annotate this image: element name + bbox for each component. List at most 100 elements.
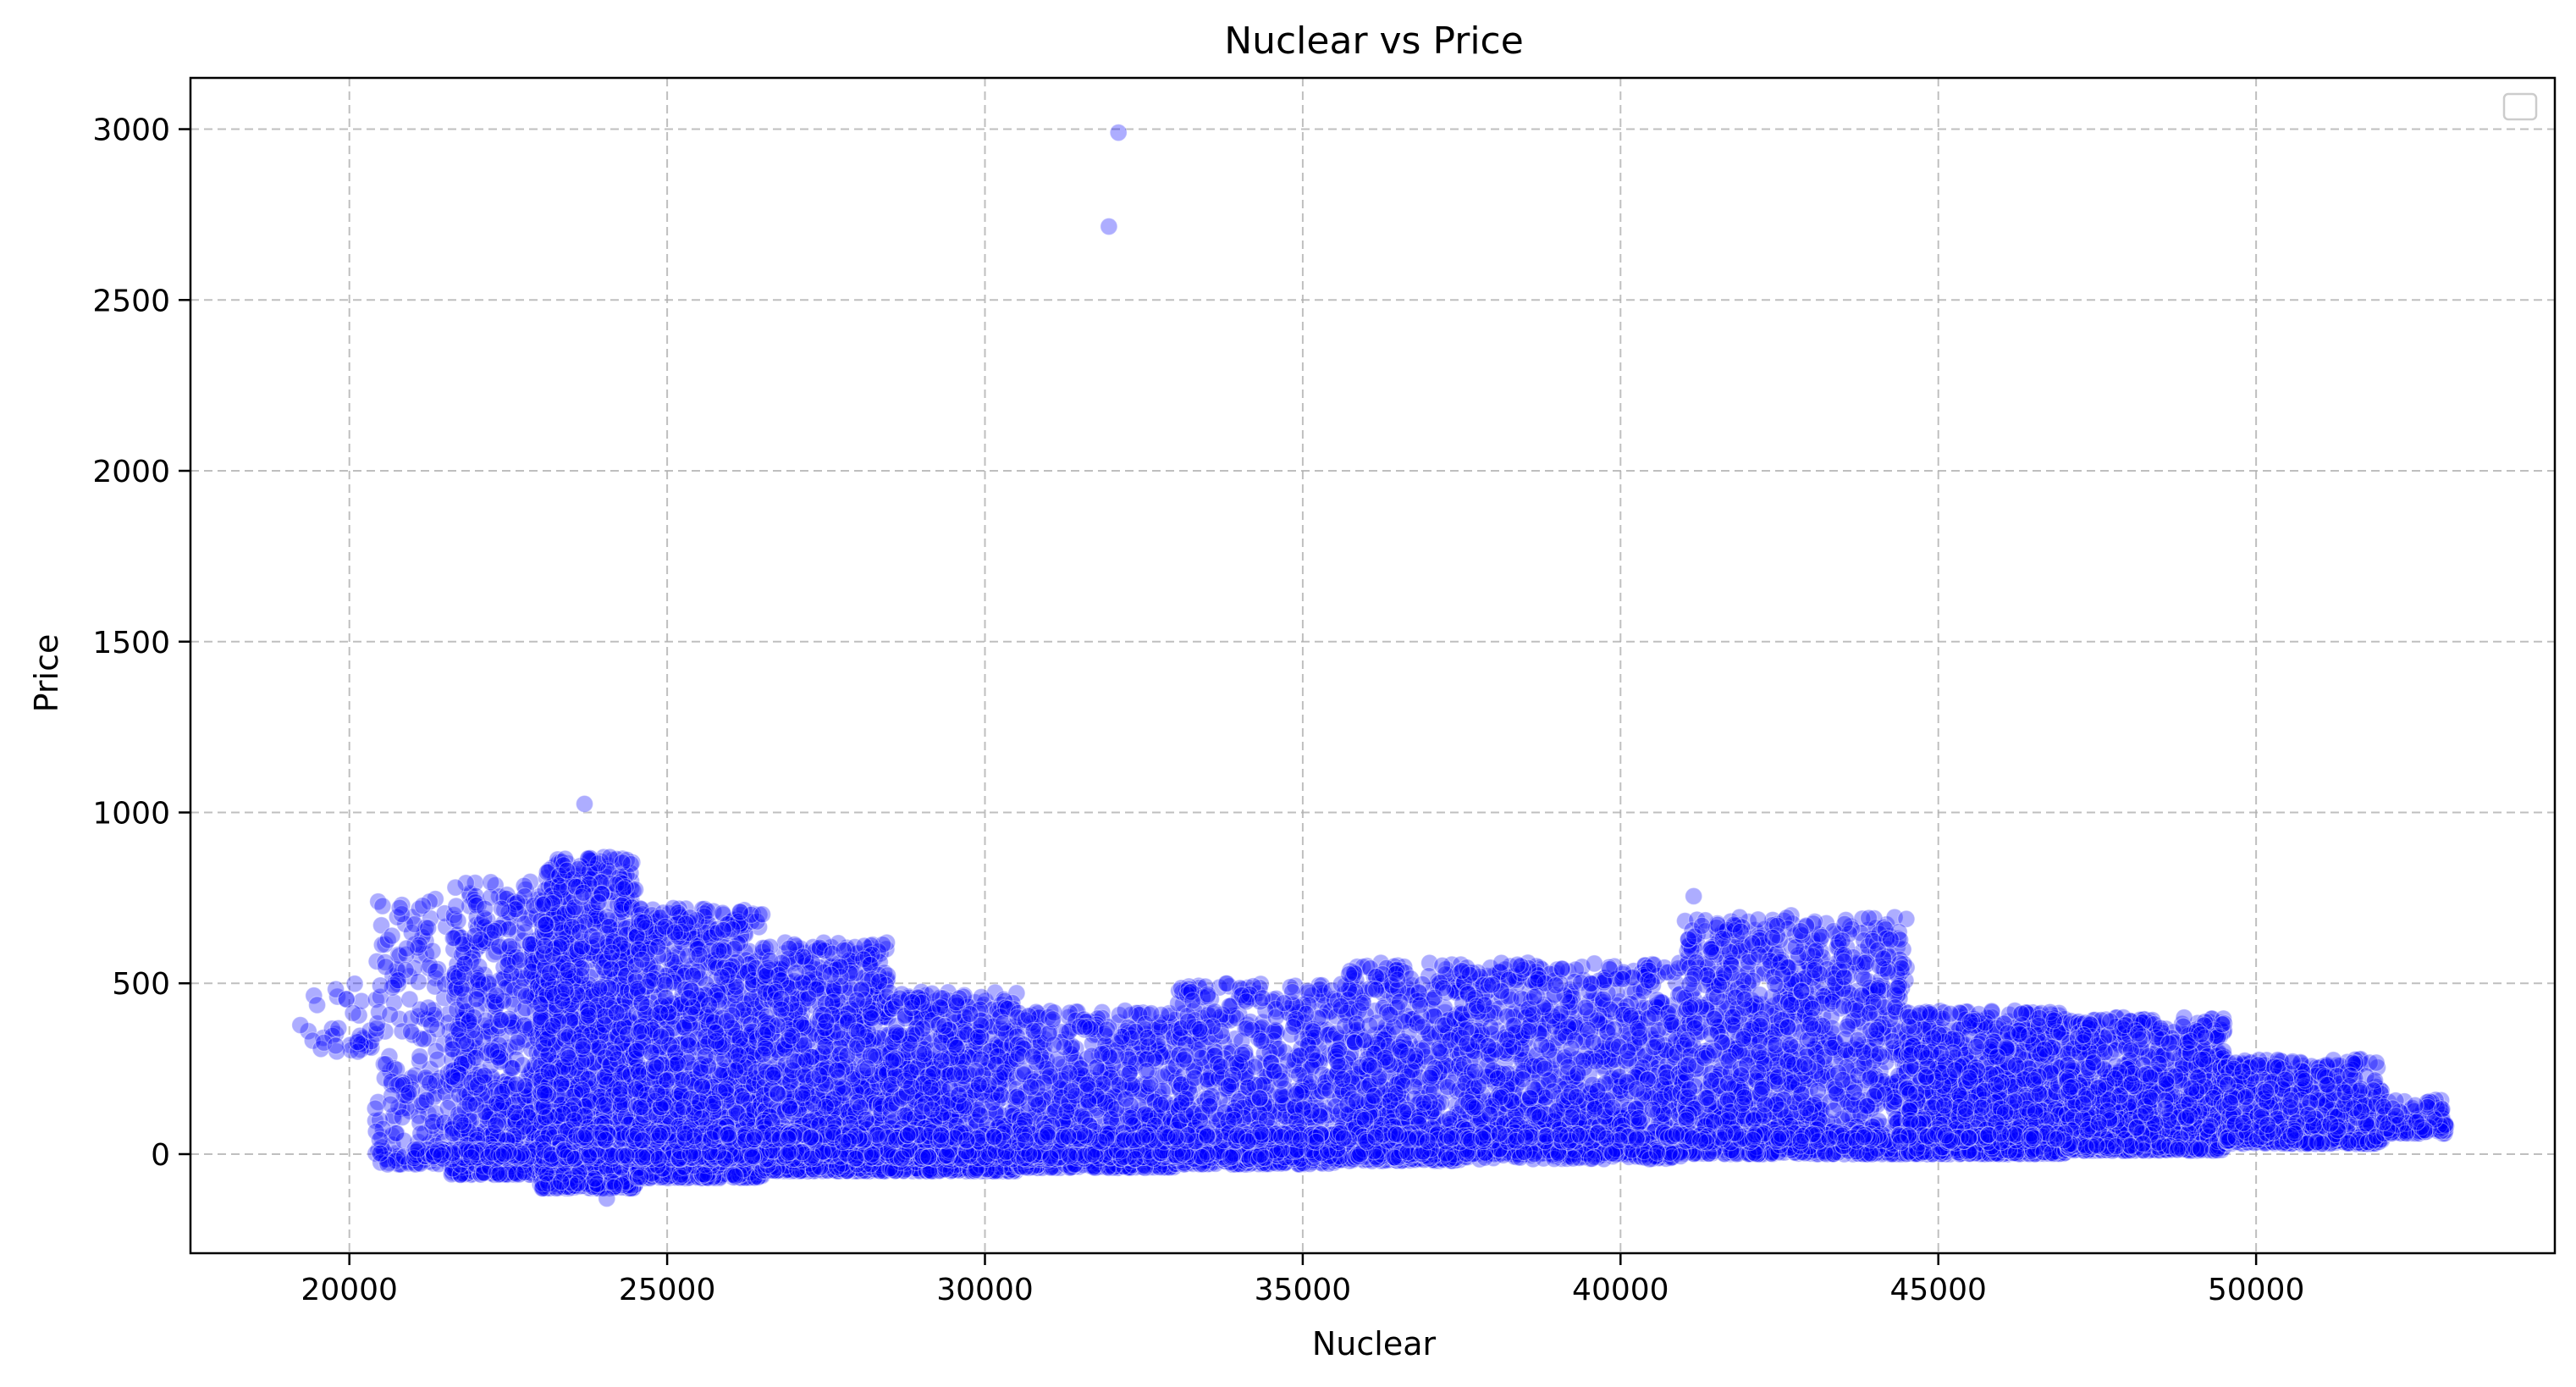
data-point <box>396 915 415 933</box>
data-point <box>373 1119 392 1138</box>
data-point <box>498 1099 516 1118</box>
data-point <box>423 1116 442 1136</box>
data-point <box>847 991 866 1009</box>
data-point <box>416 1150 434 1169</box>
data-point <box>376 953 394 972</box>
data-point <box>417 1083 436 1102</box>
data-point <box>403 908 422 926</box>
data-point <box>435 904 454 923</box>
data-point <box>434 1150 453 1169</box>
data-point <box>793 1085 812 1103</box>
data-point <box>370 1111 389 1130</box>
data-point <box>396 1075 415 1093</box>
data-point <box>433 1132 453 1151</box>
data-point <box>467 915 486 935</box>
data-point <box>402 1009 421 1028</box>
data-point <box>327 980 345 998</box>
data-point <box>347 1032 367 1051</box>
data-point <box>393 1099 411 1118</box>
data-point <box>631 1097 650 1117</box>
data-point <box>389 961 407 981</box>
data-point <box>428 959 448 979</box>
data-point <box>384 1107 403 1125</box>
data-point <box>498 1070 516 1089</box>
data-point <box>426 890 444 909</box>
data-point <box>381 1005 400 1024</box>
data-point <box>769 1085 787 1103</box>
data-point <box>411 1000 429 1019</box>
data-point <box>816 1037 835 1056</box>
data-point <box>505 1103 525 1122</box>
data-point <box>393 896 411 915</box>
data-point <box>370 1130 389 1149</box>
data-point <box>495 1146 514 1164</box>
data-point <box>627 1042 646 1060</box>
data-point <box>381 1095 400 1113</box>
data-point <box>440 1022 459 1041</box>
data-point <box>709 941 728 960</box>
data-point <box>350 1006 368 1025</box>
data-point <box>416 918 435 937</box>
data-point <box>556 980 575 998</box>
data-point <box>329 1019 348 1038</box>
data-point <box>381 1146 400 1164</box>
data-point <box>533 895 553 915</box>
data-point <box>437 1141 456 1160</box>
data-point <box>389 971 407 990</box>
data-point <box>595 1068 614 1086</box>
data-point <box>387 971 405 990</box>
data-point <box>870 972 889 991</box>
data-point <box>536 937 554 955</box>
data-point <box>411 1154 430 1173</box>
data-point <box>367 1020 386 1038</box>
data-point <box>427 962 445 981</box>
data-point <box>648 1084 667 1102</box>
data-point <box>342 1041 361 1059</box>
data-point <box>350 1026 369 1045</box>
data-point <box>383 967 402 986</box>
data-point <box>427 1084 446 1103</box>
data-point <box>508 1033 527 1052</box>
data-point <box>439 1070 458 1090</box>
data-point <box>466 1132 485 1151</box>
data-point <box>510 1124 528 1142</box>
data-point <box>420 892 439 911</box>
data-point <box>426 1104 444 1123</box>
data-point <box>753 905 772 924</box>
data-point <box>543 1016 562 1036</box>
data-point <box>362 1032 381 1051</box>
data-point <box>367 1144 385 1163</box>
data-point <box>349 1042 367 1061</box>
data-point <box>492 1010 510 1030</box>
data-point <box>467 990 486 1008</box>
data-point <box>459 1111 478 1130</box>
data-point <box>377 958 395 976</box>
data-point <box>372 1153 390 1172</box>
data-point <box>406 1155 425 1174</box>
data-point <box>476 899 494 918</box>
data-point <box>415 1009 433 1028</box>
data-point <box>673 1070 692 1089</box>
data-point <box>361 1021 379 1040</box>
data-point <box>604 1043 623 1063</box>
data-point <box>486 876 505 895</box>
data-point <box>401 1022 420 1041</box>
data-point <box>603 943 621 962</box>
data-point <box>726 1061 745 1080</box>
data-point <box>699 996 719 1014</box>
data-point <box>360 1037 378 1056</box>
data-point <box>472 931 490 949</box>
data-point <box>560 1048 578 1067</box>
data-point <box>409 1147 427 1165</box>
data-point <box>409 972 427 992</box>
data-point <box>398 1086 416 1106</box>
data-point <box>421 956 439 975</box>
data-point <box>439 1098 457 1118</box>
data-point <box>764 1065 782 1084</box>
data-point <box>376 1022 394 1041</box>
data-point <box>372 916 391 935</box>
data-point <box>427 1122 445 1141</box>
data-point <box>399 1085 417 1104</box>
data-point <box>664 898 682 918</box>
data-point <box>367 1122 385 1141</box>
